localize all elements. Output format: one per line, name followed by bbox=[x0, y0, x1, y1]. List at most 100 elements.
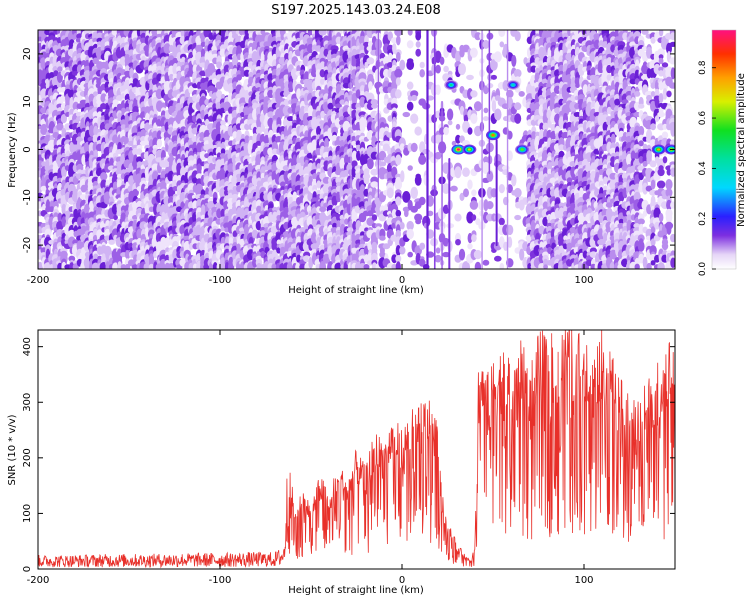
spectrogram-cell bbox=[164, 237, 171, 248]
spectrogram-cell bbox=[415, 41, 421, 48]
spectrogram-cell bbox=[483, 116, 489, 122]
spectrogram-cell bbox=[463, 188, 469, 198]
spectrogram-cell bbox=[482, 259, 490, 266]
spectrogram-cell bbox=[490, 188, 498, 198]
spectrogram-cell bbox=[172, 186, 179, 192]
spectrogram-cell bbox=[462, 261, 470, 269]
spectrogram-cell bbox=[419, 69, 426, 78]
spectrogram-cell bbox=[38, 261, 43, 269]
spectrogram-cell bbox=[339, 99, 346, 105]
spectrogram-cell bbox=[469, 200, 479, 210]
spectrogram-cell bbox=[407, 251, 414, 258]
spectrogram-cell bbox=[434, 151, 442, 160]
spectrogram-cell bbox=[483, 107, 489, 114]
spectrogram-cell bbox=[482, 39, 490, 49]
spectrogram-cell bbox=[410, 113, 419, 124]
spectrogram-cell bbox=[360, 231, 365, 237]
spectrogram-cell bbox=[483, 199, 489, 212]
spectrogram-cell bbox=[494, 108, 502, 121]
spectrogram-cell bbox=[247, 30, 255, 35]
spectrogram-cell bbox=[308, 256, 314, 269]
spectrogram-cell bbox=[538, 46, 545, 59]
spectrogram-cell bbox=[396, 51, 401, 62]
spectrogram-cell bbox=[391, 209, 397, 218]
spectrogram-cell bbox=[176, 52, 183, 62]
spectrogram-cell bbox=[395, 77, 401, 86]
spectrogram-cell bbox=[474, 261, 482, 269]
spectrogram-cell bbox=[319, 69, 326, 78]
spectrogram-cell bbox=[402, 191, 411, 203]
spectrogram-cell bbox=[458, 248, 466, 261]
spectrogram-cell bbox=[352, 178, 357, 191]
spectrogram-cell bbox=[563, 235, 568, 241]
spectrogram-cell bbox=[511, 174, 517, 187]
spectrogram-cell bbox=[446, 108, 454, 121]
spectrogram-cell bbox=[64, 123, 72, 131]
spectrogram-cell bbox=[136, 156, 143, 164]
spectrogram-cell bbox=[547, 168, 552, 176]
spectrogram-cell bbox=[355, 140, 362, 147]
spectrogram-cell bbox=[216, 90, 223, 98]
spectrogram-cell bbox=[356, 150, 361, 161]
spectrogram-cell bbox=[168, 73, 174, 81]
spectrogram-cell bbox=[271, 120, 278, 133]
spectrogram-cell bbox=[451, 140, 457, 146]
spectrogram-cell bbox=[236, 53, 242, 61]
spectrogram-cell bbox=[116, 173, 123, 179]
spectrogram-cell bbox=[494, 255, 502, 262]
spectrogram-cell bbox=[366, 57, 375, 65]
spectrogram-cell bbox=[153, 203, 158, 216]
spectrogram-cell bbox=[407, 30, 413, 36]
spectrogram-cell bbox=[136, 144, 143, 151]
spectrogram-cell bbox=[406, 81, 414, 90]
spectrogram-cell bbox=[513, 69, 522, 78]
spectrogram-cell bbox=[471, 214, 477, 221]
spectrogram-cell bbox=[466, 74, 474, 81]
spectrogram-cell bbox=[491, 100, 497, 113]
spectrogram-cell bbox=[371, 139, 378, 148]
spectrogram-cell bbox=[406, 59, 415, 71]
spectrogram-cell bbox=[172, 63, 179, 76]
spectrogram-cell bbox=[394, 30, 403, 37]
spectrogram-cell bbox=[471, 234, 477, 243]
spectrogram-cell bbox=[427, 210, 434, 217]
spectrogram-cell bbox=[483, 85, 489, 95]
spectrogram-cell bbox=[161, 63, 166, 76]
spectrogram-cell bbox=[88, 125, 95, 137]
spectrogram-cell bbox=[368, 81, 373, 91]
spectrogram-cell bbox=[56, 123, 64, 131]
spectrogram-cell bbox=[441, 183, 451, 195]
spectrogram-cell bbox=[100, 172, 108, 181]
spectrogram-cell bbox=[363, 264, 370, 269]
spectrogram-cell bbox=[319, 261, 327, 269]
spectrogram-cell bbox=[359, 187, 366, 199]
spectrogram-cell bbox=[507, 130, 513, 140]
spectrogram-cell bbox=[347, 178, 354, 191]
spectrogram-cell bbox=[411, 94, 418, 102]
spectrogram-cell bbox=[57, 212, 63, 223]
spectrogram-cell bbox=[399, 222, 405, 230]
spectrogram-cell bbox=[454, 213, 462, 222]
spectrogram-cell bbox=[514, 102, 522, 111]
spectrogram-cell bbox=[370, 168, 379, 176]
spectrogram-cell bbox=[414, 126, 423, 136]
spectrogram-cell bbox=[272, 206, 278, 212]
spectrogram-cell bbox=[124, 70, 132, 76]
spectrogram-cell bbox=[61, 216, 67, 228]
spectrogram-cell bbox=[486, 170, 494, 182]
spectrogram-cell bbox=[292, 74, 298, 80]
spectrogram-cell bbox=[443, 65, 449, 73]
spectrogram-cell bbox=[316, 125, 322, 137]
spectrogram-cell bbox=[61, 203, 67, 215]
spectrogram-cell bbox=[434, 134, 442, 144]
spectrogram-cell bbox=[463, 114, 469, 123]
spectrogram-cell bbox=[378, 161, 387, 167]
spectrogram-cell bbox=[156, 130, 163, 141]
spectrogram-cell bbox=[136, 148, 143, 156]
spectrogram-cell bbox=[344, 154, 349, 166]
spectrogram-cell bbox=[213, 197, 218, 205]
spectrogram-cell bbox=[220, 148, 226, 155]
spectrogram-cell bbox=[371, 214, 378, 221]
spectrogram-cell bbox=[156, 100, 163, 112]
spectrogram-cell bbox=[558, 144, 565, 151]
